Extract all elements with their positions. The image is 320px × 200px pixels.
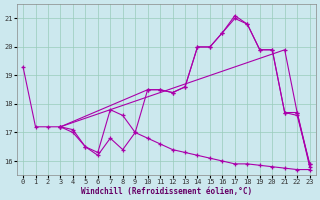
- X-axis label: Windchill (Refroidissement éolien,°C): Windchill (Refroidissement éolien,°C): [81, 187, 252, 196]
